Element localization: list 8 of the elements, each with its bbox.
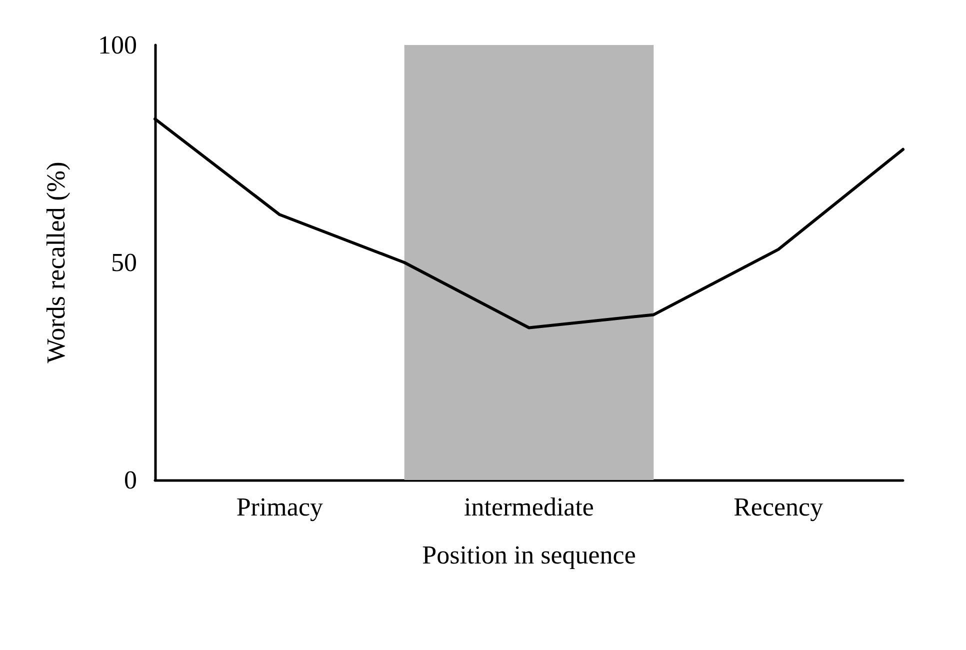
x-tick-label: Recency xyxy=(734,492,824,522)
x-axis-title: Position in sequence xyxy=(422,540,636,570)
x-tick-label: Primacy xyxy=(236,492,323,522)
y-tick-label: 50 xyxy=(111,248,137,277)
y-tick-label: 100 xyxy=(98,30,137,60)
y-tick-label: 0 xyxy=(124,466,137,494)
x-tick-label: intermediate xyxy=(464,492,594,522)
y-axis-title: Words recalled (%) xyxy=(42,162,70,364)
